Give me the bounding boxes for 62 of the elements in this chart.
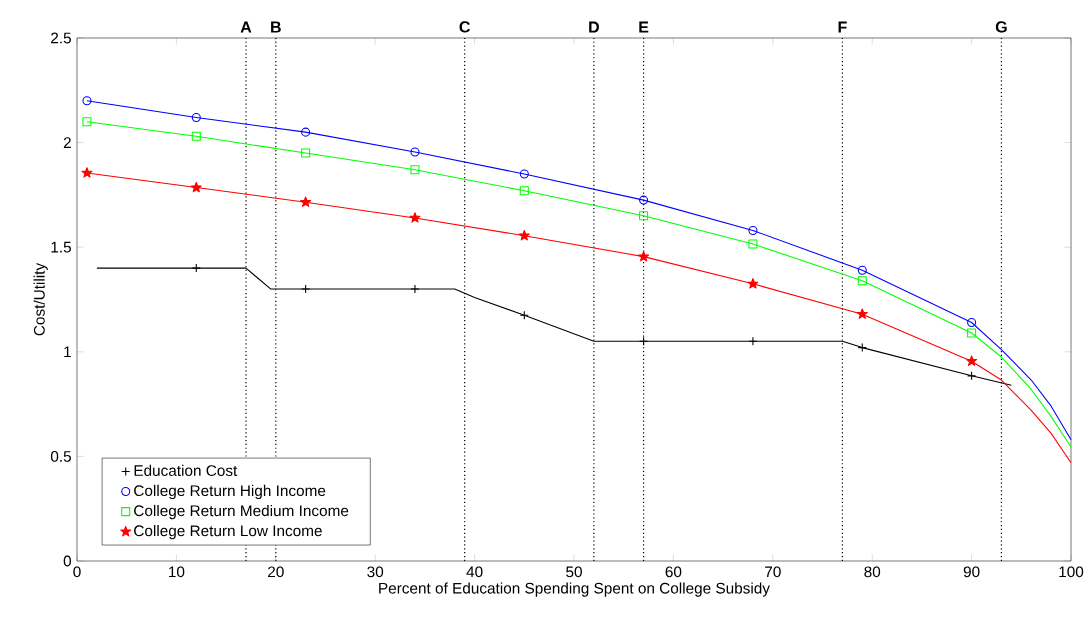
legend-label: Education Cost	[134, 464, 238, 476]
y-tick-label: 2	[63, 137, 71, 148]
point	[300, 196, 312, 207]
point	[190, 181, 202, 193]
point	[639, 211, 649, 221]
point	[966, 355, 978, 366]
point	[518, 229, 530, 241]
point	[410, 147, 420, 157]
x-tick-label: 20	[268, 566, 284, 578]
point	[191, 263, 201, 273]
y-tick-label: 1	[64, 346, 71, 358]
point	[639, 195, 649, 205]
point	[967, 317, 977, 328]
point	[856, 308, 868, 319]
ref-line-label: C	[459, 21, 471, 33]
point	[748, 239, 758, 249]
point	[409, 212, 421, 223]
point	[857, 276, 867, 286]
x-tick-label: 10	[169, 566, 185, 578]
point	[519, 169, 529, 179]
point	[81, 167, 93, 178]
x-axis-title: Percent of Education Spending Spent on College Subsidy	[379, 582, 770, 597]
y-tick-label: 2.5	[51, 32, 71, 44]
point	[410, 284, 420, 294]
ref-line-label: D	[589, 21, 599, 33]
x-tick-label: 30	[367, 566, 384, 578]
point	[638, 250, 650, 262]
point	[747, 278, 759, 289]
point	[191, 112, 201, 123]
x-tick-label: 40	[466, 566, 483, 578]
point	[82, 96, 92, 106]
point	[301, 284, 311, 294]
point	[410, 165, 420, 175]
x-tick-label: 90	[963, 566, 980, 578]
y-axis-title: Cost/Utility	[33, 262, 48, 336]
point	[967, 328, 977, 338]
x-tick-label: 80	[864, 566, 881, 578]
point	[857, 265, 867, 275]
legend-label: College Return Medium Income	[134, 504, 349, 520]
point	[301, 127, 311, 137]
y-tick-label: 0.5	[50, 450, 71, 462]
ref-line-label: F	[838, 21, 847, 33]
point	[748, 336, 758, 346]
x-tick-label: 60	[665, 566, 682, 578]
legend-label: College Return High Income	[134, 484, 326, 500]
legend-label: College Return Low Income	[134, 524, 322, 540]
y-tick-label: 1.5	[51, 241, 71, 253]
x-tick-label: 0	[73, 566, 81, 578]
point	[967, 371, 977, 381]
point	[191, 131, 201, 141]
x-tick-label: 70	[765, 566, 781, 578]
ref-line-label: G	[995, 21, 1007, 33]
ref-line-label: E	[639, 21, 649, 33]
point	[748, 225, 758, 235]
x-tick-label: 100	[1059, 566, 1084, 578]
point	[301, 148, 311, 158]
point	[82, 117, 92, 127]
ref-line-label: A	[240, 21, 252, 33]
y-tick-label: 0	[63, 555, 72, 567]
x-tick-label: 50	[566, 566, 582, 578]
point	[519, 186, 529, 196]
ref-line-label: B	[271, 21, 281, 33]
